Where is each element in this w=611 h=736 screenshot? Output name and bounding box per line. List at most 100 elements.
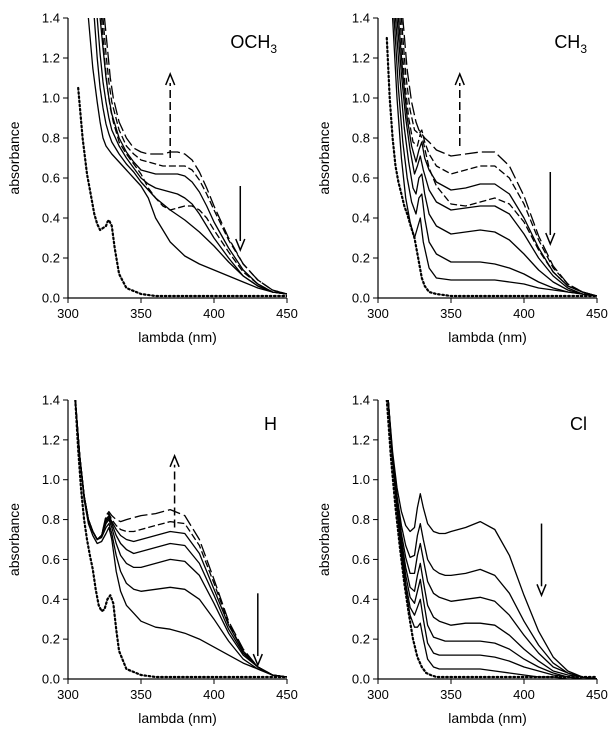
y-tick-label: 1.2: [352, 51, 370, 66]
y-axis-label: absorbance: [6, 503, 22, 576]
series-group: [77, 18, 287, 298]
y-tick-label: 1.0: [42, 91, 60, 106]
y-tick-label: 1.0: [352, 91, 370, 106]
y-tick-label: 1.2: [42, 432, 60, 447]
y-tick-label: 1.4: [42, 393, 60, 408]
series-line-longdash: [103, 18, 287, 295]
y-tick-label: 1.4: [352, 11, 370, 26]
x-tick-label: 350: [440, 306, 462, 321]
series-line-solid: [396, 18, 597, 297]
series-line-dotted: [385, 36, 597, 298]
y-tick-label: 0.2: [42, 632, 60, 647]
x-tick-label: 350: [440, 687, 462, 702]
series-line-solid: [387, 400, 597, 679]
y-tick-label: 0.2: [352, 632, 370, 647]
series-line-solid: [87, 18, 287, 295]
panel-label: CH3: [554, 32, 587, 56]
chart-panel-2: 0.0 0.2 0.4 0.6 0.8 1.0 1.2 1.4 300 350 400 450 lamb…: [316, 11, 608, 346]
y-tick-label: 0.8: [352, 512, 370, 527]
arrow-up-icon: [454, 72, 465, 86]
y-tick-label: 0.6: [42, 171, 60, 186]
series-line-dotted: [385, 400, 597, 679]
arrow-up-icon: [165, 72, 176, 86]
y-tick-label: 1.4: [352, 393, 370, 408]
series-line-longdash: [402, 18, 597, 297]
y-tick-label: 0.0: [42, 672, 60, 687]
x-tick-label: 350: [130, 306, 152, 321]
x-tick-label: 300: [57, 306, 79, 321]
y-tick-label: 0.4: [352, 211, 370, 226]
series-line-solid: [74, 400, 287, 678]
chart-panel-4: 0.0 0.2 0.4 0.6 0.8 1.0 1.2 1.4 300 350 400 450 lamb…: [316, 393, 608, 727]
y-tick-label: 1.0: [42, 472, 60, 487]
y-tick-label: 0.6: [352, 552, 370, 567]
series-line-dashed: [102, 18, 287, 295]
series-line-solid: [93, 18, 287, 295]
series-group: [385, 18, 597, 298]
panel-label: OCH3: [230, 32, 277, 56]
series-line-longdash: [74, 400, 287, 678]
x-tick-label: 300: [57, 687, 79, 702]
series-line-dotted: [74, 400, 287, 679]
x-tick-label: 300: [367, 306, 389, 321]
y-tick-label: 0.2: [42, 251, 60, 266]
x-tick-label: 400: [203, 306, 225, 321]
series-line-solid: [387, 400, 597, 679]
series-line-solid: [74, 400, 287, 678]
chart-panel-3: 0.0 0.2 0.4 0.6 0.8 1.0 1.2 1.4 300 350 400 450 lamb…: [6, 393, 298, 727]
y-tick-label: 0.0: [352, 291, 370, 306]
x-axis-label: lambda (nm): [138, 329, 217, 345]
y-tick-label: 1.0: [352, 472, 370, 487]
y-axis-label: absorbance: [316, 121, 332, 194]
y-tick-label: 0.4: [352, 592, 370, 607]
series-group: [74, 400, 287, 679]
series-line-solid: [96, 18, 287, 295]
series-line-solid: [387, 400, 597, 679]
x-tick-label: 450: [586, 687, 608, 702]
series-line-solid: [391, 18, 597, 297]
x-tick-label: 450: [586, 306, 608, 321]
y-tick-label: 1.2: [352, 432, 370, 447]
arrow-down-icon: [545, 232, 556, 246]
y-tick-label: 1.2: [42, 51, 60, 66]
chart-panel-1: 0.0 0.2 0.4 0.6 0.8 1.0 1.2 1.4 300 350 400 450 lamb…: [6, 11, 298, 346]
series-line-dashed: [400, 18, 597, 297]
x-tick-label: 350: [130, 687, 152, 702]
y-tick-label: 0.6: [352, 171, 370, 186]
x-tick-label: 300: [367, 687, 389, 702]
series-line-solid: [387, 400, 597, 679]
y-tick-label: 0.4: [42, 211, 60, 226]
y-tick-label: 0.6: [42, 552, 60, 567]
y-tick-label: 1.4: [42, 11, 60, 26]
x-axis-label: lambda (nm): [448, 329, 527, 345]
series-group: [385, 400, 597, 679]
series-line-dashed: [74, 400, 287, 678]
arrow-up-icon: [169, 453, 180, 468]
series-line-solid: [393, 18, 597, 297]
series-line-solid: [387, 400, 597, 679]
y-tick-label: 0.0: [352, 672, 370, 687]
panel-label: H: [264, 414, 277, 434]
arrow-down-icon: [536, 584, 547, 598]
series-line-solid: [387, 400, 597, 679]
x-tick-label: 400: [513, 306, 535, 321]
series-line-solid: [74, 400, 287, 678]
series-line-solid: [394, 18, 597, 297]
panel-label: Cl: [570, 414, 587, 434]
arrow-down-icon: [252, 653, 263, 668]
y-tick-label: 0.4: [42, 592, 60, 607]
x-tick-label: 450: [276, 687, 298, 702]
series-line-dashed: [100, 18, 287, 295]
y-tick-label: 0.8: [352, 131, 370, 146]
series-line-solid: [74, 400, 287, 678]
series-line-solid: [74, 400, 287, 678]
y-tick-label: 0.8: [42, 512, 60, 527]
y-axis-label: absorbance: [6, 121, 22, 194]
y-tick-label: 0.2: [352, 251, 370, 266]
x-tick-label: 450: [276, 306, 298, 321]
arrow-down-icon: [235, 238, 246, 252]
x-tick-label: 400: [203, 687, 225, 702]
y-axis-label: absorbance: [316, 503, 332, 576]
y-tick-label: 0.8: [42, 131, 60, 146]
